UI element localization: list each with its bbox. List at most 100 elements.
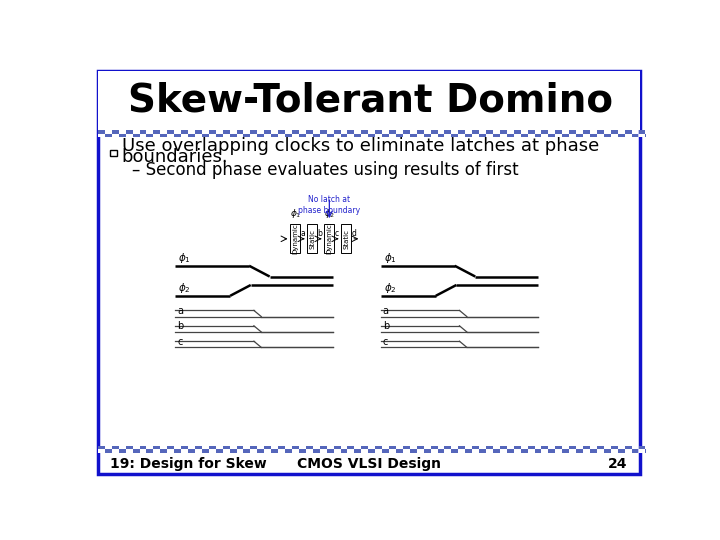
Bar xyxy=(257,449,264,453)
Bar xyxy=(126,446,132,449)
Bar xyxy=(597,130,604,134)
Bar xyxy=(161,449,167,453)
Bar xyxy=(195,446,202,449)
Bar xyxy=(264,446,271,449)
Bar xyxy=(209,449,216,453)
Bar xyxy=(354,134,361,137)
Bar xyxy=(348,130,354,134)
Bar xyxy=(285,134,292,137)
Bar xyxy=(230,130,237,134)
Bar xyxy=(368,446,375,449)
Text: 19: Design for Skew: 19: Design for Skew xyxy=(110,457,267,471)
Bar xyxy=(98,134,105,137)
Bar xyxy=(389,130,396,134)
Bar xyxy=(257,134,264,137)
Bar xyxy=(639,130,645,134)
Bar xyxy=(292,449,299,453)
Bar xyxy=(534,134,541,137)
Bar xyxy=(465,449,472,453)
Text: a: a xyxy=(383,306,389,316)
Bar xyxy=(243,134,251,137)
Bar xyxy=(278,446,285,449)
Bar xyxy=(583,134,590,137)
Bar xyxy=(576,446,583,449)
Bar xyxy=(472,134,479,137)
Bar xyxy=(500,130,507,134)
Bar xyxy=(451,130,459,134)
Bar xyxy=(105,446,112,449)
Bar xyxy=(368,134,375,137)
Bar xyxy=(410,134,417,137)
Bar xyxy=(555,130,562,134)
Bar xyxy=(486,449,493,453)
Bar xyxy=(493,130,500,134)
Bar xyxy=(555,446,562,449)
Bar xyxy=(541,134,549,137)
Bar xyxy=(521,449,528,453)
Text: – Second phase evaluates using results of first: – Second phase evaluates using results o… xyxy=(132,160,518,179)
Bar xyxy=(333,446,341,449)
Bar xyxy=(167,134,174,137)
Bar xyxy=(119,449,126,453)
Bar xyxy=(549,134,555,137)
Bar xyxy=(562,130,570,134)
Bar xyxy=(417,449,423,453)
Bar xyxy=(222,449,230,453)
Bar xyxy=(361,449,368,453)
Bar xyxy=(333,130,341,134)
Bar xyxy=(132,449,140,453)
Bar xyxy=(521,446,528,449)
Bar xyxy=(604,130,611,134)
Bar xyxy=(459,134,465,137)
Bar xyxy=(320,446,327,449)
Bar xyxy=(645,449,652,453)
Bar xyxy=(264,134,271,137)
Bar xyxy=(465,130,472,134)
Bar xyxy=(493,449,500,453)
Bar xyxy=(209,446,216,449)
Bar xyxy=(479,449,486,453)
Text: c: c xyxy=(177,337,183,347)
Text: $\phi_1$: $\phi_1$ xyxy=(178,251,191,265)
Bar xyxy=(528,446,534,449)
Bar xyxy=(570,134,576,137)
Bar xyxy=(251,130,257,134)
Bar xyxy=(486,130,493,134)
Bar xyxy=(604,449,611,453)
Bar xyxy=(257,446,264,449)
Text: Static: Static xyxy=(343,229,349,249)
Bar xyxy=(389,449,396,453)
Bar xyxy=(299,134,306,137)
Bar xyxy=(583,130,590,134)
Bar xyxy=(639,449,645,453)
Text: b: b xyxy=(177,321,184,332)
Bar xyxy=(618,449,625,453)
Bar xyxy=(368,449,375,453)
Bar xyxy=(361,446,368,449)
Bar xyxy=(472,446,479,449)
Bar xyxy=(382,449,389,453)
Bar xyxy=(312,446,320,449)
Bar xyxy=(631,134,639,137)
Bar xyxy=(493,134,500,137)
Bar xyxy=(521,134,528,137)
Bar xyxy=(348,449,354,453)
Bar xyxy=(299,446,306,449)
Bar xyxy=(243,449,251,453)
Bar xyxy=(119,446,126,449)
Bar xyxy=(645,446,652,449)
Bar xyxy=(389,134,396,137)
Bar xyxy=(146,134,153,137)
Bar xyxy=(153,446,161,449)
Bar xyxy=(625,446,631,449)
Text: No latch at
phase boundary: No latch at phase boundary xyxy=(298,195,361,215)
Bar xyxy=(188,449,195,453)
Bar xyxy=(507,134,514,137)
Bar xyxy=(576,130,583,134)
Bar xyxy=(312,130,320,134)
Bar xyxy=(375,449,382,453)
Bar xyxy=(431,130,438,134)
Bar xyxy=(230,446,237,449)
Text: $\phi_2$: $\phi_2$ xyxy=(178,281,191,295)
Bar xyxy=(431,449,438,453)
